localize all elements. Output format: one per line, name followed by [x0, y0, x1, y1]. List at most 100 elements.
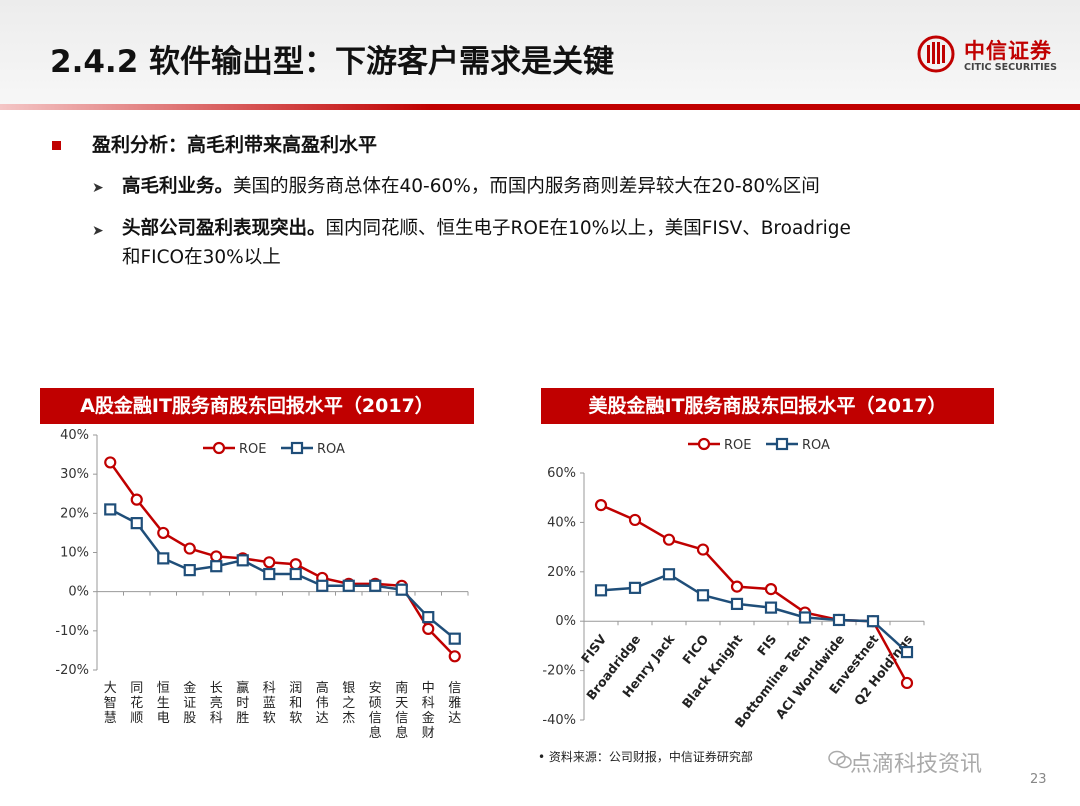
sub-bullet-2: 头部公司盈利表现突出。国内同花顺、恒生电子ROE在10%以上，美国FISV、Br… — [122, 214, 851, 244]
x-tick-label: FIS — [754, 632, 779, 659]
watermark: 点滴科技资讯 — [850, 752, 983, 777]
roa-point — [210, 560, 223, 573]
y-tick-label: -20% — [542, 664, 576, 679]
citic-logo-icon — [917, 35, 955, 73]
roe-point — [263, 556, 276, 569]
arrow-bullet-icon: ➤ — [92, 180, 104, 196]
x-tick-label: 赢时胜 — [236, 680, 249, 726]
page-number: 23 — [1030, 772, 1047, 787]
sub-bullet-2-line2: 和FICO在30%以上 — [122, 247, 281, 268]
legend-marker-roe — [212, 441, 226, 455]
roa-point — [832, 613, 846, 627]
logo-text-cn: 中信证券 — [964, 39, 1052, 63]
citic-logo: 中信证券 CITIC SECURITIES — [916, 34, 1066, 80]
x-tick-label: 高伟达 — [316, 680, 329, 726]
roe-point — [628, 513, 642, 527]
x-tick-label: 金证股 — [183, 680, 196, 726]
y-tick-label: 20% — [547, 565, 576, 580]
roe-point — [157, 526, 170, 540]
y-tick-label: 10% — [60, 546, 89, 561]
roa-point — [236, 554, 249, 567]
x-tick-label: 恒生电 — [157, 681, 170, 726]
y-tick-label: 20% — [60, 506, 89, 521]
roe-point — [448, 650, 461, 663]
header-bar — [0, 0, 1080, 104]
roa-point — [696, 589, 710, 602]
roe-point — [900, 676, 914, 690]
x-tick-label: 同花顺 — [130, 681, 143, 726]
main-bullet: 盈利分析：高毛利带来高盈利水平 — [92, 134, 378, 156]
legend-label: ROE — [724, 438, 751, 453]
chart1-title: A股金融IT服务商股东回报水平（2017） — [40, 388, 474, 424]
bullet-square-icon — [52, 141, 61, 150]
roa-point — [316, 579, 329, 592]
roa-point — [662, 568, 676, 581]
sub-bullet-2-bold: 头部公司盈利表现突出。 — [122, 218, 326, 239]
x-tick-label: 信雅达 — [448, 681, 461, 726]
y-tick-label: -40% — [542, 713, 576, 728]
roe-point — [289, 558, 302, 571]
roa-point — [448, 632, 461, 645]
roe-point — [730, 580, 744, 593]
wechat-icon — [828, 750, 852, 769]
y-tick-label: -10% — [55, 624, 89, 639]
sub-bullet-1-bold: 高毛利业务。 — [122, 176, 234, 197]
y-tick-label: 40% — [547, 515, 576, 530]
page-title: 2.4.2 软件输出型：下游客户需求是关键 — [50, 44, 615, 80]
y-tick-label: 60% — [547, 466, 576, 481]
y-tick-label: -20% — [55, 663, 89, 678]
legend-marker-roe — [697, 437, 711, 451]
legend-marker-roa — [775, 437, 789, 451]
y-tick-label: 0% — [68, 585, 89, 600]
roa-point — [422, 611, 435, 624]
roa-point — [900, 645, 914, 659]
roa-point — [157, 552, 170, 565]
roa-point — [628, 581, 642, 594]
roa-point — [594, 584, 608, 597]
roe-point — [130, 493, 143, 506]
chart2-title: 美股金融IT服务商股东回报水平（2017） — [541, 388, 994, 424]
y-tick-label: 30% — [60, 467, 89, 482]
arrow-bullet-icon: ➤ — [92, 223, 104, 239]
roe-point — [183, 542, 196, 555]
roa-point — [730, 597, 744, 611]
roe-point — [422, 622, 435, 635]
logo-text-en: CITIC SECURITIES — [964, 62, 1058, 73]
legend-label: ROA — [802, 438, 830, 453]
legend-marker-roa — [290, 441, 304, 455]
roa-point — [104, 503, 117, 516]
x-tick-label: 中科金财 — [422, 681, 435, 741]
header-divider — [0, 104, 1080, 110]
legend-label: ROA — [317, 442, 345, 457]
sub-bullet-1: 高毛利业务。美国的服务商总体在40-60%，而国内服务商则差异较大在20-80%… — [122, 172, 820, 202]
roa-point — [342, 579, 355, 592]
y-tick-label: 0% — [555, 614, 576, 629]
x-tick-label: Black Knight — [679, 632, 746, 711]
roe-point — [210, 550, 223, 563]
roa-point — [130, 517, 143, 530]
x-tick-label: 安硕信息 — [369, 681, 382, 741]
x-tick-label: 大智慧 — [104, 681, 117, 726]
roe-point — [594, 499, 608, 512]
x-tick-label: FISV — [578, 631, 610, 666]
roe-point — [104, 456, 117, 469]
roa-point — [289, 567, 302, 581]
x-tick-label: 科蓝软 — [263, 681, 276, 726]
roe-point — [696, 543, 710, 556]
legend-label: ROE — [239, 442, 266, 457]
x-tick-label: 银之杰 — [342, 681, 355, 726]
x-tick-label: FICO — [679, 632, 711, 667]
roe-point — [662, 533, 676, 546]
roa-point — [764, 601, 778, 614]
roa-point — [263, 567, 276, 581]
y-tick-label: 40% — [60, 428, 89, 443]
roe-point — [764, 582, 778, 596]
x-tick-label: 南天信息 — [395, 680, 408, 741]
sub-bullet-2-text: 国内同花顺、恒生电子ROE在10%以上，美国FISV、Broadrige — [325, 218, 851, 239]
x-tick-label: 长亮科 — [210, 681, 223, 726]
roa-point — [183, 564, 196, 577]
roa-point — [866, 615, 880, 628]
roa-point — [369, 579, 382, 592]
